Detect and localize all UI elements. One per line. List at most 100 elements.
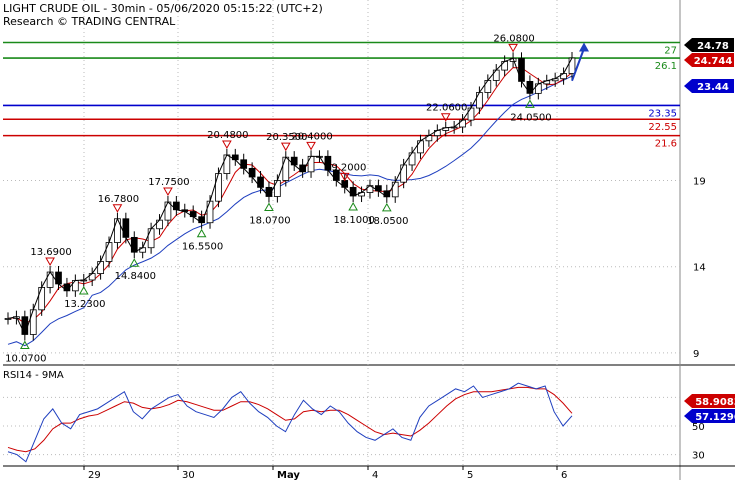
candle-body: [29, 309, 37, 335]
candle-body: [408, 152, 416, 166]
level-label: 26.1: [655, 61, 677, 72]
high-label: 19.2000: [325, 162, 366, 173]
price-tag-label: 24.78: [697, 41, 729, 52]
rsi-tag-pointer: [684, 394, 692, 408]
low-marker: [129, 258, 140, 267]
candle-body: [290, 156, 298, 166]
candle-body: [307, 155, 315, 173]
candle-body: [173, 201, 180, 211]
rsi-tag-label: 57.1296: [695, 412, 735, 423]
candle-body: [223, 154, 231, 174]
candle-body: [459, 119, 466, 128]
candle-body: [248, 167, 256, 178]
x-tick-label: May: [277, 470, 300, 480]
candle-body: [55, 271, 62, 285]
candle-body: [400, 164, 407, 183]
candle-body: [4, 318, 12, 320]
x-tick-label: 5: [467, 470, 473, 480]
low-marker: [525, 99, 535, 108]
projection-arrow-head: [579, 42, 589, 52]
candle-body: [21, 316, 29, 335]
rsi-tick-label: 30: [692, 451, 705, 462]
price-tag-pointer: [684, 53, 692, 67]
chart-title: LIGHT CRUDE OIL - 30min - 05/06/2020 05:…: [3, 2, 323, 15]
low-marker: [196, 228, 207, 238]
candle-body: [240, 159, 248, 169]
price-tag-pointer: [684, 38, 692, 52]
y-tick-label: 19: [693, 176, 706, 187]
high-marker: [508, 43, 518, 53]
low-label: 24.0500: [510, 112, 551, 123]
rsi-tag-pointer: [684, 409, 692, 423]
level-label: 27: [664, 45, 677, 56]
low-label: 18.0500: [367, 216, 408, 227]
candle-body: [534, 83, 542, 94]
candle-body: [467, 107, 475, 121]
high-marker: [440, 113, 451, 122]
candle-body: [257, 176, 264, 188]
candle-body: [164, 201, 172, 221]
high-label: 17.7500: [148, 177, 189, 188]
candle-body: [130, 236, 138, 253]
candle-body: [156, 219, 163, 230]
low-label: 14.8400: [115, 271, 156, 282]
x-tick-label: 30: [182, 470, 195, 480]
candle-body: [282, 156, 290, 181]
candle-body: [97, 261, 104, 274]
high-marker: [222, 140, 232, 149]
rsi-line: [7, 382, 573, 463]
low-label: 13.2300: [64, 299, 105, 310]
high-label: 26.0800: [493, 33, 534, 44]
candle-body: [518, 57, 525, 82]
rsi-tick-label: 50: [692, 422, 705, 433]
y-tick-label: 9: [693, 349, 699, 360]
candle-body: [206, 200, 214, 224]
x-tick-label: 29: [88, 470, 101, 480]
price-tag-pointer: [684, 79, 692, 93]
candle-body: [341, 180, 349, 188]
slow-ma-line: [7, 75, 573, 347]
price-tag-label: 24.744: [694, 56, 733, 67]
level-label: 22.55: [648, 122, 677, 133]
y-tick-label: 14: [693, 263, 706, 274]
rsi-tag-label: 58.9083: [695, 397, 735, 408]
candle-body: [476, 92, 483, 109]
low-marker: [19, 340, 30, 349]
low-marker: [264, 202, 274, 212]
candle-body: [501, 61, 509, 71]
low-marker: [348, 201, 358, 211]
candle-body: [147, 228, 155, 249]
high-marker: [306, 141, 316, 151]
candle-body: [105, 242, 113, 262]
candle-body: [391, 181, 399, 198]
high-marker: [339, 172, 350, 182]
high-label: 20.3500: [266, 132, 307, 143]
high-label: 20.4800: [207, 130, 248, 141]
candle-body: [38, 286, 46, 311]
rsi-title: RSI14 - 9MA: [3, 370, 64, 381]
candle-body: [63, 283, 71, 292]
candle-body: [122, 218, 130, 238]
rsi-tag: [692, 394, 735, 408]
x-tick-label: 4: [372, 470, 378, 480]
high-label: 16.7800: [98, 194, 139, 205]
low-marker: [78, 285, 89, 295]
high-marker: [112, 204, 123, 213]
price-tag: [692, 53, 734, 67]
high-label: 20.4000: [291, 131, 332, 142]
candle-body: [484, 80, 492, 93]
low-label: 16.5500: [182, 242, 223, 253]
high-marker: [280, 142, 291, 152]
high-marker: [163, 187, 173, 197]
candle-body: [417, 140, 424, 154]
high-label: 13.6900: [30, 247, 71, 258]
candle-body: [215, 173, 222, 202]
candle-body: [71, 280, 79, 292]
candle-body: [492, 69, 500, 81]
price-tag-label: 23.44: [697, 82, 729, 93]
high-label: 22.0600: [426, 103, 467, 114]
price-tag: [692, 38, 734, 52]
price-tag: [692, 79, 734, 93]
projection-arrow-line: [571, 48, 585, 82]
